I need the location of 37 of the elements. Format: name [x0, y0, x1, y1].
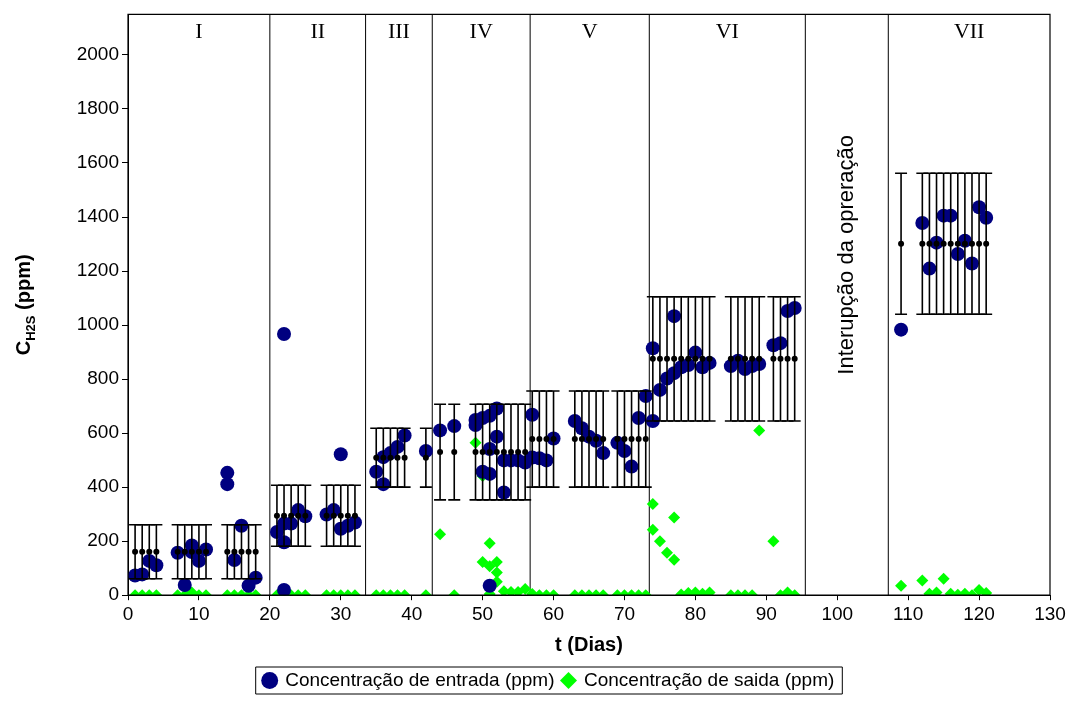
x-tick-label: 30 — [330, 602, 352, 624]
annotation: III — [387, 18, 410, 44]
y-tick-label: 0 — [108, 583, 119, 605]
annotation: V — [581, 18, 598, 44]
y-tick-label: 2000 — [76, 43, 119, 65]
x-tick-label: 70 — [613, 602, 636, 624]
annotation: I — [195, 18, 203, 44]
x-tick-label: 120 — [963, 602, 995, 624]
x-tick-label: 10 — [188, 602, 210, 624]
x-tick-label: 130 — [1034, 602, 1066, 624]
y-tick-label: 1800 — [76, 97, 119, 119]
annotation: VI — [715, 18, 739, 44]
x-tick-label: 20 — [259, 602, 281, 624]
y-tick-label: 800 — [87, 367, 119, 389]
y-tick-label: 600 — [87, 421, 119, 443]
y-tick-label: 400 — [87, 475, 119, 497]
y-tick-label: 1400 — [76, 205, 119, 227]
annotation: Interupção da opreração — [832, 134, 858, 375]
x-tick-label: 40 — [401, 602, 423, 624]
x-axis-title: t (Dias) — [555, 632, 623, 655]
y-tick-label: 1600 — [76, 151, 119, 173]
x-tick-label: 60 — [542, 602, 565, 624]
annotation: II — [310, 18, 326, 44]
annotation: IV — [469, 18, 493, 44]
legend-label: Concentração de entrada (ppm) — [285, 668, 555, 690]
y-axis-title: CH2S (ppm) — [12, 254, 38, 356]
y-tick-label: 200 — [87, 529, 119, 551]
x-tick-label: 80 — [684, 602, 706, 624]
x-tick-label: 110 — [893, 602, 924, 624]
annotation: VII — [953, 18, 985, 44]
x-tick-label: 0 — [122, 602, 134, 624]
y-tick-label: 1200 — [76, 259, 119, 281]
legend-label: Concentração de saida (ppm) — [584, 668, 835, 690]
x-tick-label: 50 — [472, 602, 494, 624]
x-tick-label: 90 — [755, 602, 777, 624]
y-tick-label: 1000 — [76, 313, 119, 335]
x-tick-label: 100 — [821, 602, 854, 624]
